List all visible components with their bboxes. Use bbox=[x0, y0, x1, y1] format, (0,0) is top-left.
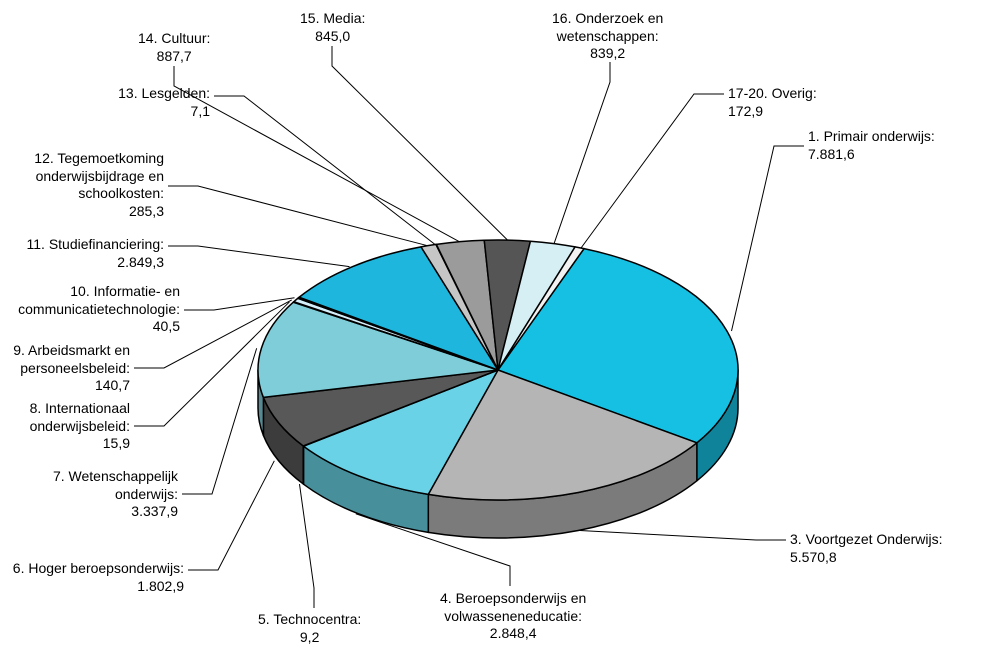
label-slice-5: 6. Hoger beroepsonderwijs: 1.802,9 bbox=[13, 560, 184, 595]
label-slice-12-line2: 7,1 bbox=[191, 103, 210, 119]
label-slice-5-line2: 1.802,9 bbox=[137, 578, 184, 594]
label-slice-6-line3: 3.337,9 bbox=[131, 503, 178, 519]
label-slice-10-line1: 11. Studiefinanciering: bbox=[27, 236, 165, 252]
label-slice-15-line3: 839,2 bbox=[590, 45, 625, 61]
label-slice-1-line2: 7.881,6 bbox=[808, 146, 855, 162]
label-slice-9-line2: communicatietechnologie: bbox=[18, 301, 180, 317]
label-slice-16-line1: 17-20. Overig: bbox=[728, 85, 817, 101]
label-slice-11-line1: 12. Tegemoetkoming bbox=[34, 150, 164, 166]
label-slice-7-line1: 8. Internationaal bbox=[30, 400, 130, 416]
label-slice-2-line2: 5.570,8 bbox=[790, 549, 837, 565]
label-slice-9-line1: 10. Informatie- en bbox=[70, 283, 180, 299]
label-slice-6-line2: onderwijs: bbox=[115, 486, 178, 502]
label-slice-8: 9. Arbeidsmarkt en personeelsbeleid: 140… bbox=[13, 342, 130, 395]
label-slice-3: 4. Beroepsonderwijs en volwasseneneducat… bbox=[440, 590, 586, 643]
label-slice-3-line2: volwasseneneducatie: bbox=[444, 608, 582, 624]
label-slice-7-line2: onderwijsbeleid: bbox=[30, 418, 130, 434]
label-slice-9-line3: 40,5 bbox=[153, 318, 180, 334]
label-slice-11-line3: schoolkosten: bbox=[78, 185, 164, 201]
label-slice-16-line2: 172,9 bbox=[728, 103, 763, 119]
label-slice-12-line1: 13. Lesgelden: bbox=[118, 85, 210, 101]
label-slice-8-line1: 9. Arbeidsmarkt en bbox=[13, 342, 130, 358]
label-slice-15-line1: 16. Onderzoek en bbox=[552, 10, 663, 26]
label-slice-15-line2: wetenschappen: bbox=[557, 28, 659, 44]
label-slice-1-line1: 1. Primair onderwijs: bbox=[808, 128, 935, 144]
label-slice-13: 14. Cultuur: 887,7 bbox=[138, 30, 210, 65]
label-slice-14-line1: 15. Media: bbox=[300, 10, 365, 26]
label-slice-8-line3: 140,7 bbox=[95, 377, 130, 393]
label-slice-1: 1. Primair onderwijs: 7.881,6 bbox=[808, 128, 935, 163]
label-slice-7-line3: 15,9 bbox=[103, 435, 130, 451]
label-slice-4-line2: 9,2 bbox=[300, 629, 319, 645]
label-slice-13-line1: 14. Cultuur: bbox=[138, 30, 210, 46]
label-slice-9: 10. Informatie- en communicatietechnolog… bbox=[18, 283, 180, 336]
label-slice-4-line1: 5. Technocentra: bbox=[258, 611, 361, 627]
label-slice-3-line3: 2.848,4 bbox=[490, 625, 537, 641]
label-slice-16: 17-20. Overig: 172,9 bbox=[728, 85, 817, 120]
label-slice-6: 7. Wetenschappelijk onderwijs: 3.337,9 bbox=[53, 468, 178, 521]
pie-top bbox=[258, 240, 738, 500]
label-slice-10: 11. Studiefinanciering: 2.849,3 bbox=[27, 236, 165, 271]
label-slice-6-line1: 7. Wetenschappelijk bbox=[53, 468, 178, 484]
label-slice-7: 8. Internationaal onderwijsbeleid: 15,9 bbox=[30, 400, 130, 453]
pie-chart-container: 1. Primair onderwijs: 7.881,6 3. Voortge… bbox=[0, 0, 996, 665]
label-slice-15: 16. Onderzoek en wetenschappen: 839,2 bbox=[552, 10, 663, 63]
label-slice-14: 15. Media: 845,0 bbox=[300, 10, 365, 45]
label-slice-2-line1: 3. Voortgezet Onderwijs: bbox=[790, 531, 943, 547]
label-slice-4: 5. Technocentra: 9,2 bbox=[258, 611, 361, 646]
label-slice-13-line2: 887,7 bbox=[157, 48, 192, 64]
label-slice-12: 13. Lesgelden: 7,1 bbox=[118, 85, 210, 120]
label-slice-3-line1: 4. Beroepsonderwijs en bbox=[440, 590, 586, 606]
label-slice-14-line2: 845,0 bbox=[315, 28, 350, 44]
label-slice-2: 3. Voortgezet Onderwijs: 5.570,8 bbox=[790, 531, 943, 566]
label-slice-11-line4: 285,3 bbox=[129, 203, 164, 219]
label-slice-11-line2: onderwijsbijdrage en bbox=[36, 168, 164, 184]
label-slice-11: 12. Tegemoetkoming onderwijsbijdrage en … bbox=[34, 150, 164, 220]
label-slice-8-line2: personeelsbeleid: bbox=[20, 360, 130, 376]
label-slice-5-line1: 6. Hoger beroepsonderwijs: bbox=[13, 560, 184, 576]
label-slice-10-line2: 2.849,3 bbox=[117, 254, 164, 270]
